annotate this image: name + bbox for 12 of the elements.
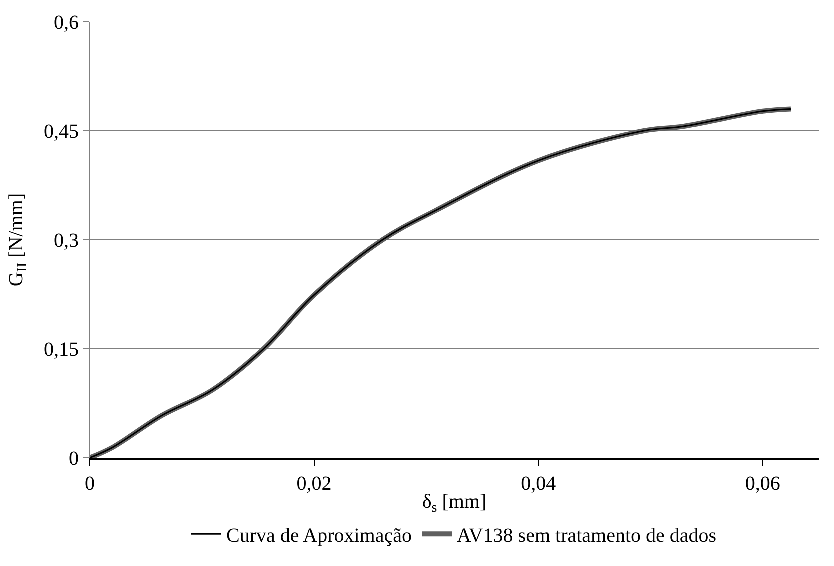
x-tick-label: 0,02 <box>296 473 332 495</box>
x-tick-label: 0,04 <box>521 473 556 495</box>
legend-label: AV138 sem tratamento de dados <box>457 524 717 547</box>
x-tick-label: 0,06 <box>745 473 780 495</box>
x-tick-label: 0 <box>85 473 95 495</box>
x-axis-title: δ$_{s}$ [mm] <box>422 491 487 516</box>
y-tick-label: 0,45 <box>44 121 79 143</box>
y-tick-label: 0,6 <box>54 12 79 34</box>
y-tick-label: 0 <box>69 448 79 470</box>
legend-label: Curva de Aproximação <box>226 524 412 547</box>
y-tick-label: 0,15 <box>44 339 79 361</box>
y-tick-label: 0,3 <box>54 230 79 252</box>
